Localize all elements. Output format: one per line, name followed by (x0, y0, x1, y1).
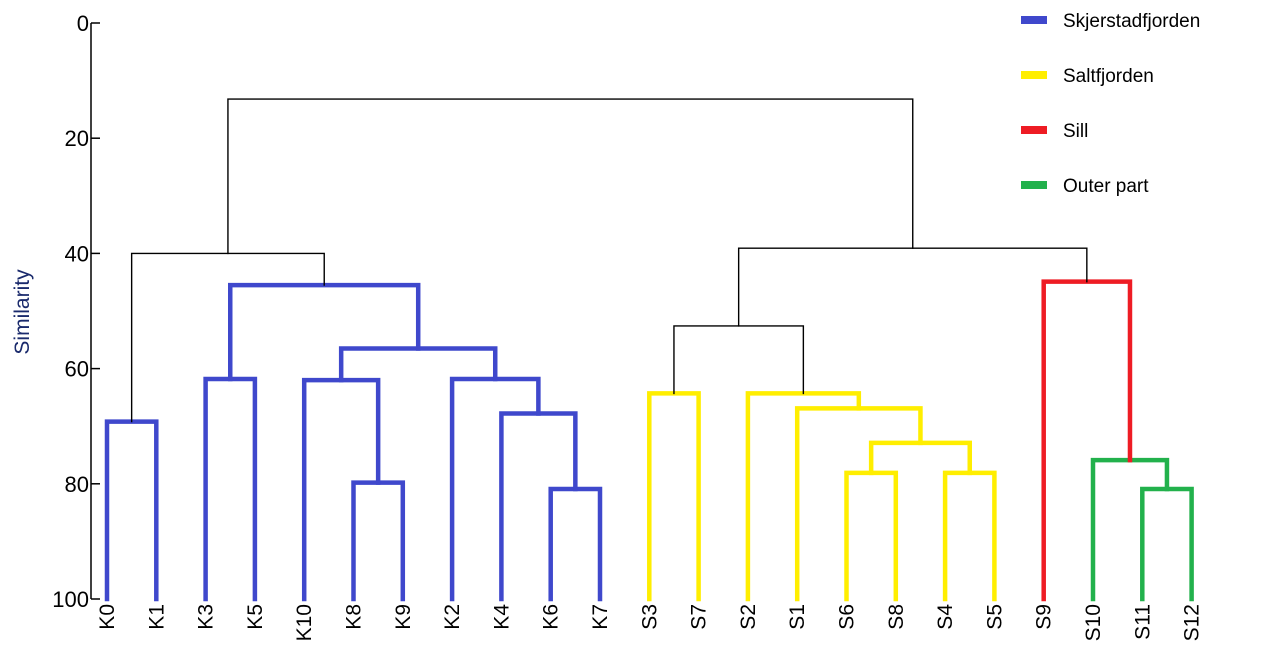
dendrogram-branch-m22 (227, 98, 914, 255)
leaf-label: K0 (96, 604, 119, 630)
leaf-labels: K0 K1 K3 K5 K10 K8 K9 K2 K4 K6 K7 S3 S7 S2 S1 S6 S8 S4 S5 S… (96, 604, 1204, 642)
dendrogram-branch-m21 (737, 247, 1088, 327)
leaf-label: S2 (737, 604, 760, 630)
dendrogram-branch-m16 (745, 391, 862, 602)
dendrogram-branch-m1 (104, 419, 159, 602)
y-tick-label: 80 (65, 472, 89, 497)
legend-swatch (1021, 181, 1047, 189)
dendrogram-branch-m15 (794, 406, 923, 602)
dendrogram-branch-m3 (351, 480, 406, 602)
legend-swatch (1021, 16, 1047, 24)
dendrogram-branch-m14 (868, 440, 972, 476)
leaf-label: S12 (1181, 604, 1204, 641)
dendrogram-branch-m6 (499, 411, 578, 602)
leaf-label: K1 (145, 604, 168, 630)
leaf-label: S5 (983, 604, 1006, 630)
leaf-label: S4 (934, 604, 957, 630)
y-axis: 0 20 40 60 80 100 (52, 11, 100, 612)
leaf-label: K6 (540, 604, 563, 630)
leaf-label: K9 (392, 604, 415, 630)
y-tick-label: 60 (65, 357, 89, 382)
leaf-label: K2 (441, 604, 464, 630)
dendrogram-branch-m12 (844, 470, 899, 602)
leaf-label: K8 (343, 604, 366, 630)
leaf-label: S1 (786, 604, 809, 630)
dendrogram-branch-m9 (228, 282, 421, 382)
dendrogram-branch-m2 (203, 376, 258, 602)
leaf-label: S6 (836, 604, 859, 630)
dendrogram-branch-m13 (942, 470, 997, 602)
dendrogram-branch-m19 (1090, 457, 1170, 602)
leaf-label: K4 (490, 604, 513, 630)
dendrogram-branch-m5 (548, 486, 603, 602)
dendrogram-branch-m20 (1041, 279, 1133, 602)
y-tick-label: 40 (65, 241, 89, 266)
leaf-label: S7 (688, 604, 711, 630)
dendrogram-branch-m10 (130, 252, 325, 423)
leaf-label: S8 (885, 604, 908, 630)
leaf-label: S9 (1033, 604, 1056, 630)
legend-swatch (1021, 71, 1047, 79)
leaf-label: K10 (293, 604, 316, 641)
y-tick-label: 20 (65, 126, 89, 151)
dendrogram-branch-m8 (338, 346, 498, 383)
legend-label: Outer part (1063, 176, 1149, 197)
dendrogram-branch-m4 (301, 377, 381, 602)
legend-label: Saltfjorden (1063, 66, 1154, 87)
dendrogram-branch-m18 (1140, 486, 1194, 602)
y-axis-title: Similarity (11, 269, 34, 355)
legend: Skjerstadfjorden Saltfjorden Sill Outer par… (1021, 11, 1200, 197)
dendrogram-branch-m17 (673, 325, 805, 395)
leaf-label: S11 (1131, 604, 1154, 640)
legend-label: Skjerstadfjorden (1063, 11, 1200, 32)
leaf-label: K3 (195, 604, 218, 630)
leaf-label: K5 (244, 604, 267, 630)
dendrogram-branch-m11 (647, 391, 701, 602)
legend-swatch (1021, 126, 1047, 134)
leaf-label: S3 (638, 604, 661, 630)
legend-label: Sill (1063, 121, 1088, 142)
y-tick-label: 0 (77, 11, 89, 36)
dendrogram-branches (104, 98, 1194, 602)
leaf-label: S10 (1082, 604, 1105, 641)
y-tick-label: 100 (52, 587, 89, 612)
leaf-label: K7 (589, 604, 612, 630)
